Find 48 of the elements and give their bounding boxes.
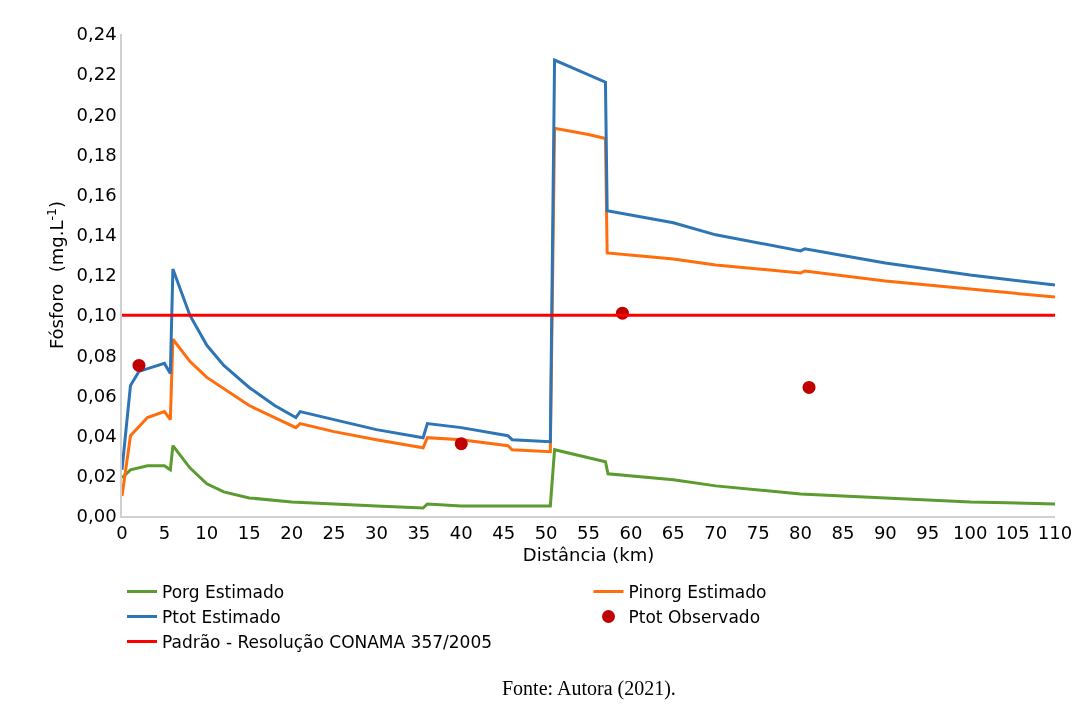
point	[132, 358, 146, 372]
x-tick-label: 60	[619, 522, 643, 544]
x-tick-label: 15	[237, 522, 261, 544]
y-tick-label: 0,02	[76, 465, 117, 487]
legend-label: Porg Estimado	[162, 582, 285, 603]
source-note: Fonte: Autora (2021).	[502, 677, 676, 700]
line-series	[122, 58, 1055, 472]
x-tick-label: 65	[661, 522, 685, 544]
legend-label: Ptot Estimado	[162, 607, 281, 628]
y-tick-label: 0,10	[76, 304, 117, 326]
x-axis-title: Distância (km)	[522, 543, 655, 565]
y-tick-label: 0,18	[76, 143, 117, 165]
y-tick-label: 0,24	[76, 23, 117, 45]
x-tick-label: 35	[407, 522, 431, 544]
legend-label: Pinorg Estimado	[628, 582, 767, 603]
y-tick-label: 0,08	[76, 344, 117, 366]
x-tick-label: 30	[365, 522, 388, 544]
x-tick-label: 85	[831, 522, 855, 544]
legend-label: Ptot Observado	[628, 607, 761, 628]
legend-label: Padrão - Resolução CONAMA 357/2005	[162, 632, 493, 653]
y-tick-label: 0,06	[76, 384, 117, 406]
x-tick-label: 80	[789, 522, 812, 544]
y-tick-label: 0,16	[76, 183, 117, 205]
line-series	[122, 444, 1055, 510]
x-tick-label: 0	[116, 522, 128, 544]
x-tick-label: 105	[995, 522, 1030, 544]
x-tick-label: 110	[1037, 522, 1073, 544]
x-tick-label: 95	[916, 522, 940, 544]
x-tick-label: 25	[322, 522, 346, 544]
x-tick-label: 50	[534, 522, 558, 544]
x-tick-label: 75	[746, 522, 770, 544]
x-tick-label: 55	[577, 522, 600, 544]
x-tick-label: 40	[449, 522, 473, 544]
x-tick-label: 100	[953, 522, 988, 544]
point	[454, 437, 468, 451]
x-tick-label: 20	[280, 522, 304, 544]
x-tick-label: 5	[158, 522, 171, 544]
x-tick-label: 10	[195, 522, 219, 544]
x-tick-label: 70	[704, 522, 728, 544]
x-tick-label: 45	[492, 522, 516, 544]
y-tick-label: 0,12	[76, 264, 117, 286]
x-tick-label: 90	[873, 522, 897, 544]
y-tick-label: 0,22	[76, 63, 117, 85]
point	[802, 380, 816, 394]
y-tick-label: 0,00	[76, 505, 117, 527]
y-tick-label: 0,20	[76, 103, 117, 125]
y-tick-label: 0,04	[76, 424, 117, 446]
y-tick-label: 0,14	[76, 224, 117, 246]
